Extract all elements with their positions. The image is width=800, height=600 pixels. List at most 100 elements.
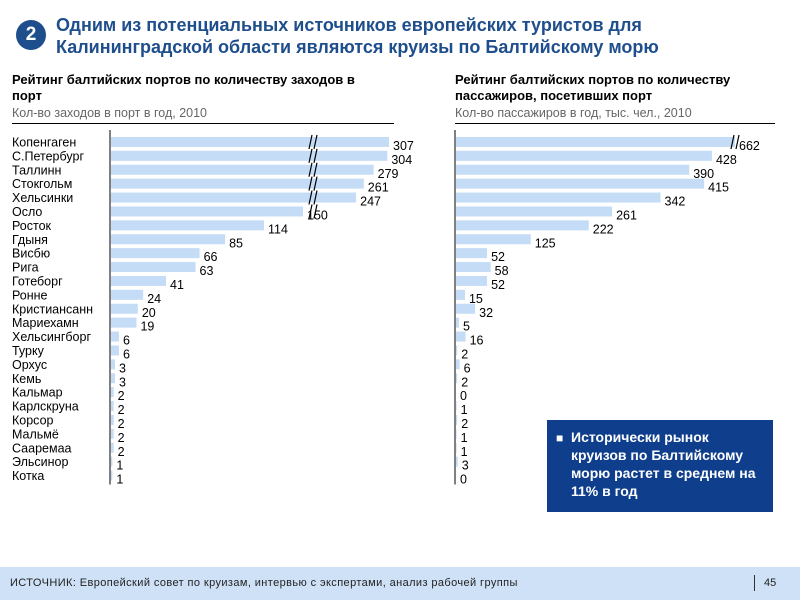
value-label: 2 xyxy=(461,375,468,389)
axis-break-icon xyxy=(308,204,318,219)
value-label: 1 xyxy=(116,473,123,487)
value-label: 41 xyxy=(170,278,184,292)
bar xyxy=(111,150,388,161)
axis-break-icon xyxy=(308,190,318,205)
value-label: 428 xyxy=(716,153,737,167)
value-label: 0 xyxy=(460,473,467,487)
left-chart-title-line-2: порт xyxy=(12,88,42,103)
bar xyxy=(456,136,735,147)
value-label: 2 xyxy=(118,403,125,417)
value-label: 415 xyxy=(708,181,729,195)
bar xyxy=(111,234,226,245)
bar xyxy=(456,303,476,314)
bar xyxy=(111,192,357,203)
value-label: 2 xyxy=(118,431,125,445)
value-label: 304 xyxy=(391,153,412,167)
value-label: 3 xyxy=(462,459,469,473)
bar xyxy=(456,262,491,273)
value-label: 5 xyxy=(463,320,470,334)
category-label: Сааремаа xyxy=(12,441,72,455)
left-chart-underline xyxy=(12,123,394,124)
bar xyxy=(456,248,488,259)
bar xyxy=(111,303,138,314)
bar xyxy=(456,359,460,370)
bar xyxy=(456,275,488,286)
bar xyxy=(456,234,531,245)
value-label: 2 xyxy=(118,445,125,459)
right-chart-title-line-1: Рейтинг балтийских портов по количеству xyxy=(455,72,731,87)
value-label: 1 xyxy=(461,431,468,445)
bar xyxy=(111,401,114,412)
bar xyxy=(111,317,137,328)
axis-break-icon xyxy=(308,162,318,177)
value-label: 222 xyxy=(593,222,614,236)
source-note: ИСТОЧНИК: Европейский совет по круизам, … xyxy=(10,577,518,589)
callout-bullet-icon: ■ xyxy=(556,431,564,445)
category-label: С.Петербург xyxy=(12,149,84,163)
value-label: 6 xyxy=(123,334,130,348)
value-label: 24 xyxy=(147,292,161,306)
bar xyxy=(456,164,690,175)
category-label: Карлскруна xyxy=(12,400,79,414)
category-label: Висбю xyxy=(12,247,50,261)
category-label: Стокгольм xyxy=(12,177,72,191)
passengers-bar-chart: 6624283904153422612221255258521532516262… xyxy=(454,130,760,487)
right-chart-title: Рейтинг балтийских портов по количеству … xyxy=(455,72,730,104)
value-label: 2 xyxy=(461,417,468,431)
bar xyxy=(111,275,167,286)
bar xyxy=(111,136,389,147)
category-label: Корсор xyxy=(12,413,54,427)
left-chart-subtitle: Кол-во заходов в порт в год, 2010 xyxy=(12,106,208,120)
bar xyxy=(456,373,458,384)
category-label: Хельсингборг xyxy=(12,330,91,344)
value-label: 6 xyxy=(123,347,130,361)
bar xyxy=(111,359,116,370)
footer-separator xyxy=(754,575,755,591)
value-label: 6 xyxy=(464,361,471,375)
value-label: 2 xyxy=(118,389,125,403)
category-label: Гдыня xyxy=(12,233,48,247)
bar xyxy=(111,262,196,273)
category-label: Кемь xyxy=(12,372,41,386)
page-number: 45 xyxy=(764,577,777,589)
bar xyxy=(111,220,264,231)
value-label: 150 xyxy=(307,208,328,222)
bar xyxy=(111,428,114,439)
page-title: Одним из потенциальных источников европе… xyxy=(56,14,756,58)
category-label: Осло xyxy=(12,205,42,219)
category-label: Таллинн xyxy=(12,163,61,177)
bar xyxy=(111,164,374,175)
bar xyxy=(111,456,113,467)
value-label: 2 xyxy=(461,347,468,361)
bar xyxy=(456,289,465,300)
value-label: 279 xyxy=(378,167,399,181)
right-chart-title-line-2: пассажиров, посетивших порт xyxy=(455,88,653,103)
bar xyxy=(456,401,457,412)
category-label: Мальмё xyxy=(12,427,59,441)
value-label: 125 xyxy=(535,236,556,250)
category-label: Кальмар xyxy=(12,386,63,400)
bar xyxy=(456,442,457,453)
value-label: 20 xyxy=(142,306,156,320)
bar xyxy=(456,456,458,467)
value-label: 32 xyxy=(479,306,493,320)
value-label: 15 xyxy=(469,292,483,306)
bar xyxy=(111,387,114,398)
bar xyxy=(111,442,114,453)
bar xyxy=(111,206,303,217)
bar xyxy=(111,345,120,356)
value-label: 85 xyxy=(229,236,243,250)
value-label: 0 xyxy=(460,389,467,403)
category-label: Ронне xyxy=(12,288,48,302)
category-label: Хельсинки xyxy=(12,191,73,205)
value-label: 1 xyxy=(116,459,123,473)
bar xyxy=(456,206,613,217)
category-label: Орхус xyxy=(12,358,47,372)
category-label: Росток xyxy=(12,219,52,233)
value-label: 58 xyxy=(495,264,509,278)
bar xyxy=(456,178,705,189)
value-label: 63 xyxy=(200,264,214,278)
bar xyxy=(456,345,458,356)
section-number-badge: 2 xyxy=(16,20,46,50)
axis-break-icon xyxy=(308,148,318,163)
